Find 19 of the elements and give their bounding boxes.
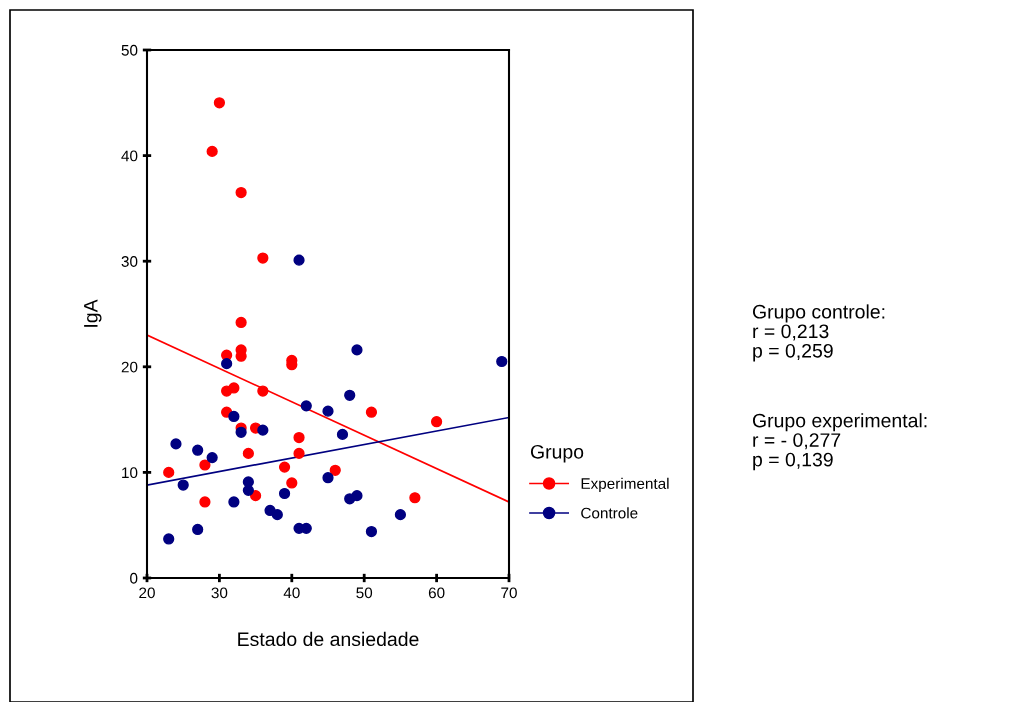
y-tick-label: 40 [121,150,138,162]
x-tick-label: 50 [356,587,373,599]
text: Grupo controle: r = 0,213 p = 0,259 [752,304,885,362]
legend-label: Controle [581,507,638,519]
y-tick-label: 30 [121,256,138,267]
text: Grupo experimental: r = - 0,277 p = 0,139 [752,413,927,471]
legend-label: Experimental [581,477,669,493]
y-axis-title: IgA [84,299,102,327]
legend-title: Grupo [530,444,584,463]
x-tick-label: 30 [211,587,228,599]
x-axis-title: Estado de ansiedade [238,631,419,647]
x-tick-label: 60 [428,587,445,599]
y-tick-label: 20 [121,361,138,373]
x-tick-label: 40 [283,587,300,599]
x-tick-label: 70 [501,587,517,599]
y-tick-label: 50 [121,44,138,56]
x-tick-label: 20 [139,587,155,599]
y-tick-label: 0 [130,572,138,584]
y-tick-label: 10 [122,467,138,479]
